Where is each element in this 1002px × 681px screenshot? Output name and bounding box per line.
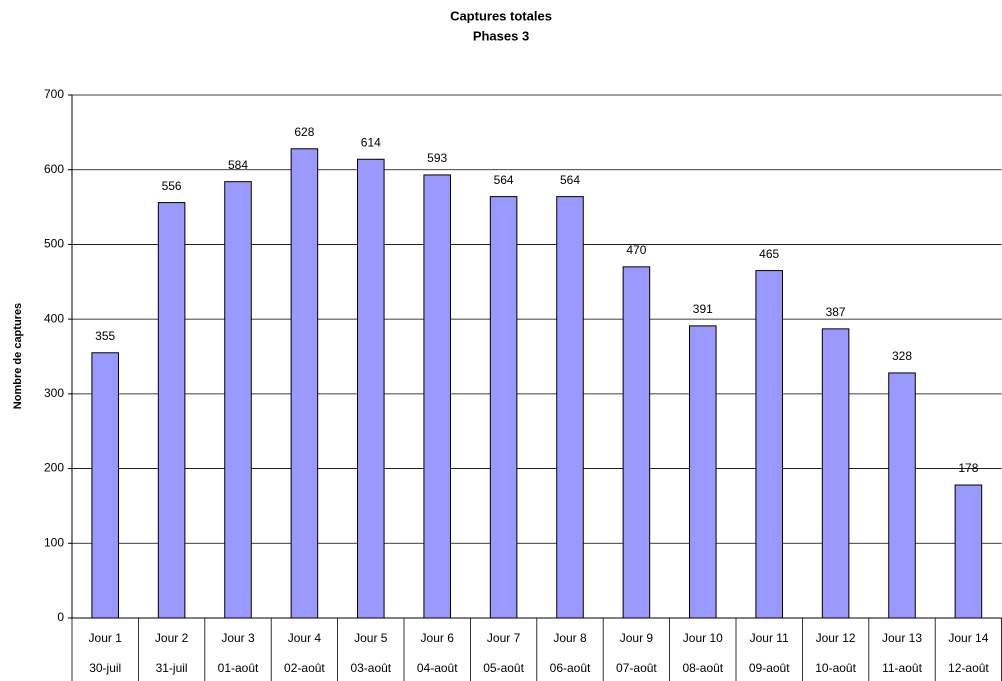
x-date-label: 31-juil xyxy=(156,661,188,675)
bar xyxy=(357,158,385,619)
x-date-label: 04-août xyxy=(417,661,458,675)
value-label: 614 xyxy=(361,135,381,149)
bar xyxy=(91,352,119,619)
bar xyxy=(821,328,850,619)
y-tick-label: 100 xyxy=(44,535,64,549)
x-date-label: 07-août xyxy=(616,661,657,675)
x-tick-label: Jour 3 xyxy=(221,631,255,645)
bar xyxy=(888,372,916,619)
x-tick-label: Jour 10 xyxy=(683,631,723,645)
bar xyxy=(689,325,717,619)
x-tick-label: Jour 14 xyxy=(948,631,988,645)
chart-subtitle: Phases 3 xyxy=(473,28,529,43)
x-date-label: 01-août xyxy=(218,661,259,675)
y-axis-label: Nombre de captures xyxy=(12,303,24,409)
value-label: 328 xyxy=(892,349,912,363)
y-tick-label: 400 xyxy=(44,311,64,325)
bar xyxy=(954,484,983,619)
value-label: 470 xyxy=(626,243,646,257)
x-tick-label: Jour 7 xyxy=(487,631,521,645)
x-tick-label: Jour 6 xyxy=(421,631,455,645)
bar xyxy=(755,270,783,619)
bar xyxy=(489,196,518,619)
x-tick-label: Jour 4 xyxy=(288,631,322,645)
bar xyxy=(157,202,186,619)
value-label: 178 xyxy=(958,461,978,475)
x-tick-label: Jour 9 xyxy=(620,631,654,645)
bar xyxy=(224,181,252,619)
x-date-label: 06-août xyxy=(550,661,591,675)
y-tick-label: 700 xyxy=(44,87,64,101)
y-tick-label: 0 xyxy=(57,610,64,624)
x-date-label: 11-août xyxy=(882,661,922,675)
value-label: 391 xyxy=(693,302,713,316)
value-label: 564 xyxy=(560,173,580,187)
x-date-label: 03-août xyxy=(350,661,391,675)
value-label: 355 xyxy=(95,329,115,343)
y-tick-label: 600 xyxy=(44,162,64,176)
x-tick-label: Jour 12 xyxy=(816,631,856,645)
y-tick-label: 500 xyxy=(44,237,64,251)
value-label: 387 xyxy=(826,305,846,319)
value-label: 584 xyxy=(228,158,248,172)
y-tick-label: 300 xyxy=(44,386,64,400)
x-date-label: 10-août xyxy=(815,661,856,675)
value-label: 564 xyxy=(494,173,514,187)
bar xyxy=(290,148,319,619)
value-label: 556 xyxy=(162,179,182,193)
bar xyxy=(423,174,451,619)
value-label: 593 xyxy=(427,151,447,165)
value-label: 628 xyxy=(294,125,314,139)
x-date-label: 09-août xyxy=(749,661,790,675)
x-tick-label: Jour 13 xyxy=(882,631,922,645)
chart-title: Captures totales xyxy=(450,8,552,23)
x-date-label: 30-juil xyxy=(89,661,121,675)
x-tick-label: Jour 11 xyxy=(750,631,789,645)
x-tick-label: Jour 1 xyxy=(89,631,123,645)
value-label: 465 xyxy=(759,247,779,261)
y-tick-label: 200 xyxy=(44,461,64,475)
x-date-label: 02-août xyxy=(284,661,325,675)
x-date-label: 05-août xyxy=(483,661,524,675)
x-date-label: 12-août xyxy=(948,661,989,675)
bar xyxy=(556,196,584,619)
x-tick-label: Jour 8 xyxy=(553,631,587,645)
x-date-label: 08-août xyxy=(682,661,723,675)
x-tick-label: Jour 5 xyxy=(354,631,388,645)
bar xyxy=(622,266,651,619)
x-tick-label: Jour 2 xyxy=(155,631,189,645)
